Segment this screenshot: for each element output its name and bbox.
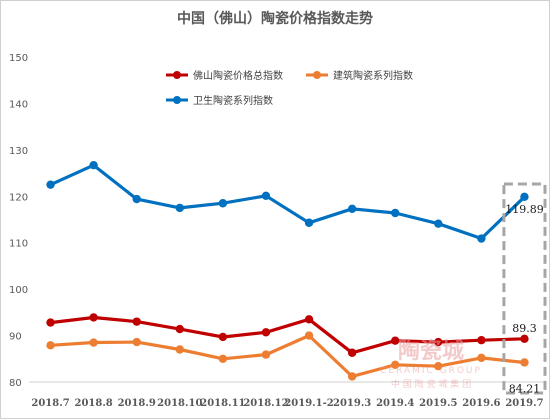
data-point	[434, 219, 443, 228]
x-tick-label: 2019.6	[462, 398, 500, 409]
watermark: 陶瓷城 CERAMIC GROUP 中 国 陶 瓷 城 集 团	[380, 338, 482, 390]
y-tick-label: 110	[9, 239, 28, 250]
x-tick-label: 2018.12	[243, 398, 288, 409]
highlight-box	[502, 182, 547, 395]
series-line	[48, 315, 527, 355]
data-label: 84.21	[509, 382, 541, 395]
x-tick-label: 2019.5	[419, 398, 457, 409]
data-point	[218, 354, 228, 363]
x-tick-label: 2018.11	[200, 398, 245, 409]
x-tick-label: 2019.4	[376, 398, 414, 409]
x-tick-label: 2019.1-2	[284, 398, 333, 409]
data-point	[391, 336, 400, 345]
data-point	[261, 328, 271, 337]
y-tick-label: 150	[9, 53, 28, 64]
data-label: 119.89	[505, 203, 544, 216]
data-point	[89, 313, 98, 322]
data-point	[175, 345, 184, 354]
series-group	[46, 160, 529, 381]
y-tick-label: 90	[9, 332, 22, 343]
legend-marker	[173, 71, 181, 79]
data-point	[434, 337, 443, 347]
y-tick-label: 80	[9, 378, 22, 389]
x-tick-label: 2018.9	[118, 398, 156, 409]
data-point	[132, 317, 141, 326]
legend-marker	[313, 71, 321, 79]
data-point	[46, 318, 55, 327]
x-tick-label: 2018.10	[157, 398, 202, 409]
data-point	[434, 362, 443, 371]
watermark-subtitle: CERAMIC GROUP	[380, 366, 482, 376]
y-tick-label: 120	[9, 192, 28, 203]
data-point	[477, 353, 486, 363]
x-tick-label: 2018.7	[31, 398, 69, 409]
legend-label: 卫生陶瓷系列指数	[193, 94, 273, 107]
data-point	[261, 191, 271, 201]
data-point	[520, 192, 529, 201]
series-line	[48, 163, 527, 241]
data-point	[89, 160, 98, 170]
y-axis: 80 90 100 110 120 130 140 150	[9, 53, 28, 389]
data-point	[520, 334, 529, 344]
data-point	[175, 324, 184, 334]
data-point	[46, 341, 55, 350]
data-point	[391, 208, 400, 218]
x-tick-label: 2019.3	[333, 398, 371, 409]
data-point	[132, 194, 141, 204]
data-point	[218, 332, 228, 342]
data-point	[175, 203, 184, 213]
legend-label: 建筑陶瓷系列指数	[333, 69, 413, 82]
watermark-company: 中 国 陶 瓷 城 集 团	[391, 378, 471, 390]
series-line	[48, 334, 527, 378]
x-axis: 2018.7 2018.8 2018.9 2018.102018.112018.122…	[31, 398, 543, 409]
legend-label: 佛山陶瓷价格总指数	[193, 69, 283, 82]
watermark-logo: 陶瓷城	[398, 338, 464, 364]
data-point	[218, 199, 228, 208]
y-tick-label: 100	[9, 285, 28, 296]
data-point	[261, 350, 271, 359]
data-labels: 119.89 89.3 84.21	[505, 203, 544, 396]
x-tick-label: 2019.7	[505, 398, 543, 409]
data-point	[132, 337, 141, 347]
data-point	[477, 234, 486, 243]
y-tick-label: 140	[9, 99, 28, 110]
x-tick-label: 2018.8	[74, 398, 112, 409]
data-point	[46, 180, 55, 189]
data-point	[89, 338, 98, 347]
data-point	[304, 331, 314, 340]
data-point	[347, 348, 357, 357]
y-tick-label: 130	[9, 146, 28, 157]
data-label: 89.3	[512, 322, 537, 335]
data-point	[347, 204, 357, 214]
data-point	[347, 372, 357, 381]
chart-title: 中国（佛山）陶瓷价格指数走势	[177, 10, 373, 27]
data-point	[304, 315, 314, 324]
data-point	[304, 218, 314, 227]
data-point	[520, 358, 529, 367]
data-point	[391, 360, 400, 370]
legend-marker	[173, 96, 181, 104]
data-point	[477, 336, 486, 345]
